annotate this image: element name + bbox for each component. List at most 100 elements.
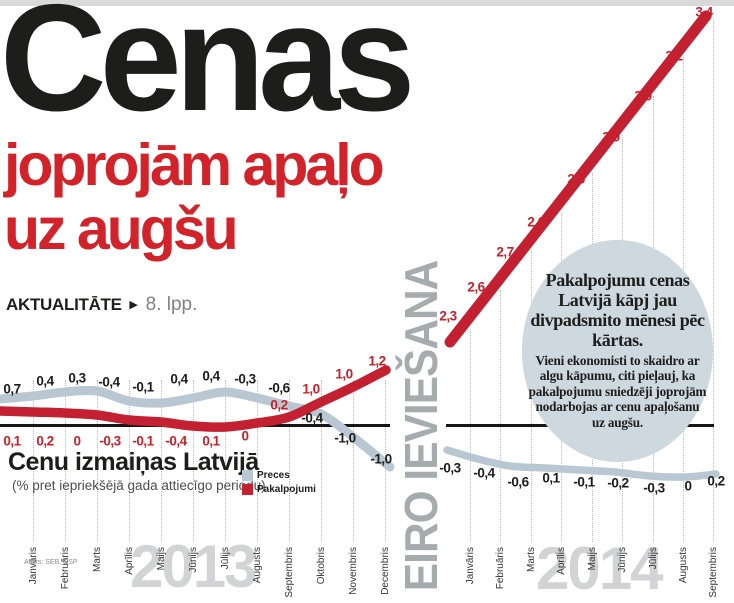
gridline [353, 380, 354, 542]
value-label-pakalpojumi: -0,3 [99, 433, 121, 449]
gridline [500, 290, 501, 542]
value-label-preces: -0,1 [573, 474, 595, 490]
gridline [65, 380, 66, 542]
value-label-pakalpojumi: 0 [73, 433, 81, 449]
value-label-preces: -1,0 [334, 430, 356, 446]
preces-line-2013 [0, 385, 395, 472]
line-chart [0, 10, 720, 481]
value-label-pakalpojumi: 2,5 [567, 171, 585, 187]
chart-title: Cenu izmaiņas Latvijā [8, 448, 259, 476]
value-label-preces: 0,4 [202, 368, 220, 384]
month-label: Oktobris [316, 547, 327, 585]
gridline [97, 380, 98, 542]
month-label: Decembris [380, 547, 391, 595]
value-label-preces: -0,1 [132, 379, 154, 395]
section-kicker-row: AKTUALITĀTE ▶ 8. lpp. [6, 294, 197, 316]
value-label-preces: -0,3 [643, 480, 665, 496]
value-label-pakalpojumi: 3,2 [665, 48, 683, 64]
gridline [257, 380, 258, 542]
value-label-pakalpojumi: 2,6 [527, 214, 545, 230]
gridline [321, 380, 322, 542]
value-label-preces: -0,4 [301, 410, 323, 426]
value-label-pakalpojumi: 0,2 [270, 397, 288, 413]
preces-line-2014 [443, 446, 720, 481]
gridline [470, 328, 471, 542]
gridline [33, 380, 34, 542]
value-label-preces: 0,4 [36, 373, 54, 389]
gridline [193, 380, 194, 542]
callout-text: Pakalpojumu cenas Latvijā kāpj jau divpa… [529, 271, 707, 430]
page-title: Cenas [0, 0, 415, 143]
callout-body-text: Vieni ekonomisti to skaidro ar algu kāpu… [528, 352, 707, 430]
gridline [129, 380, 130, 542]
value-label-preces: 0,4 [170, 371, 188, 387]
euro-introduction-vertical-label: EIRO IEVIEŠANA [395, 260, 447, 592]
gridline [289, 380, 290, 542]
month-label: Februāris [60, 547, 71, 590]
value-label-pakalpojumi: 0,2 [36, 433, 54, 449]
pakalpojumi-swatch [242, 484, 253, 495]
month-label: Novembris [348, 547, 359, 595]
chart-legend: Preces Pakalpojumi [242, 470, 316, 498]
value-label-preces: 0,3 [68, 370, 86, 386]
value-label-preces: -0,3 [439, 460, 461, 476]
month-label: Jūlijs [220, 547, 231, 570]
legend-label-pakalpojumi: Pakalpojumi [257, 484, 316, 495]
section-kicker: AKTUALITĀTE [6, 295, 122, 314]
value-label-pakalpojumi: 3,4 [695, 4, 713, 20]
month-label: Augusts [678, 547, 689, 584]
pakalpojumi-line-2014 [444, 10, 712, 348]
preces-swatch [242, 470, 253, 481]
gridline [713, 19, 714, 542]
callout-lead-text: Pakalpojumu cenas Latvijā kāpj jau divpa… [530, 270, 705, 350]
gridline [161, 380, 162, 542]
value-label-pakalpojumi: 0 [241, 428, 249, 444]
value-label-preces: -0,6 [507, 474, 529, 490]
value-label-pakalpojumi: 3,0 [634, 88, 652, 104]
value-label-preces: -0,4 [98, 374, 120, 390]
gridline [225, 380, 226, 542]
value-label-pakalpojumi: 3,0 [602, 129, 620, 145]
page-reference: 8. lpp. [145, 294, 198, 315]
chart-subtitle: (% pret iepriekšējā gada attiecīgo perio… [12, 478, 266, 493]
month-label: Septembris [708, 547, 719, 598]
legend-item-preces: Preces [242, 470, 316, 481]
month-label: Marts [92, 547, 103, 572]
value-label-preces: -0,4 [473, 465, 495, 481]
legend-item-pakalpojumi: Pakalpojumi [242, 484, 316, 495]
month-label: Marts [526, 547, 537, 572]
value-label-pakalpojumi: 2,6 [467, 279, 485, 295]
month-label: Maijs [156, 547, 167, 571]
legend-label-preces: Preces [257, 470, 290, 481]
value-label-preces: 0,2 [707, 473, 725, 489]
month-label: Aprīlis [556, 547, 567, 575]
value-label-preces: 0 [684, 478, 692, 494]
month-label: Jūnijs [617, 547, 628, 573]
month-label: Jūlijs [648, 547, 659, 570]
subheadline-line1: joprojām apaļo [4, 132, 385, 198]
source-note: Avots: SEB, CSP [24, 559, 78, 566]
pakalpojumi-line-2013 [0, 365, 391, 432]
month-label: Aprīlis [124, 547, 135, 575]
value-label-preces: 0,7 [3, 381, 21, 397]
arrow-right-icon: ▶ [129, 299, 138, 311]
value-label-pakalpojumi: 2,7 [496, 244, 514, 260]
value-label-pakalpojumi: 1,0 [335, 366, 353, 382]
value-label-pakalpojumi: -0,1 [132, 433, 154, 449]
value-label-pakalpojumi: 1,2 [368, 353, 386, 369]
month-label: Septembris [284, 547, 295, 598]
value-label-pakalpojumi: 0,1 [3, 433, 21, 449]
value-label-preces: -0,6 [268, 380, 290, 396]
month-label: Augusts [252, 547, 263, 584]
month-label: Jūnijs [188, 547, 199, 573]
month-label: Janvāris [465, 547, 476, 585]
value-label-preces: -0,2 [607, 475, 629, 491]
value-label-pakalpojumi: 0,1 [202, 433, 220, 449]
value-label-preces: -0,3 [234, 371, 256, 387]
month-label: Februāris [495, 547, 506, 590]
value-label-preces: -1,0 [370, 451, 392, 467]
callout-circle: Pakalpojumu cenas Latvijā kāpj jau divpa… [522, 240, 713, 462]
month-label: Maijs [587, 547, 598, 571]
value-label-pakalpojumi: -0,4 [165, 433, 187, 449]
